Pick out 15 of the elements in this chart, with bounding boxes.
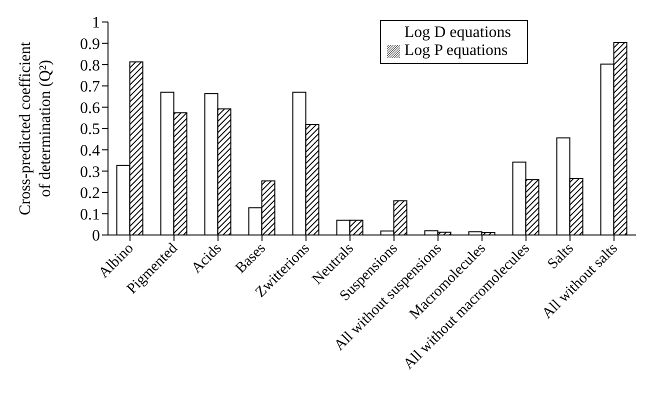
legend-label: Log P equations [404,42,508,59]
y-tick-label: 0.8 [80,57,100,74]
y-axis-title: Cross-predicted coefficient of determination (Q²) [17,41,54,216]
y-tick-label: 1 [92,14,100,32]
y-tick-label: 0.1 [80,206,100,224]
text: Log D equations [404,24,511,41]
y-tick-label: 0.5 [80,121,100,138]
x-tick-label: Salts [544,240,577,272]
y-tick-label: 0.7 [80,78,100,96]
y-tick-label: 0.6 [80,100,100,117]
y-tick-label: 0.3 [80,164,100,181]
y-tick-label: 0.4 [80,142,100,160]
y-tick-label: 0.9 [80,36,100,53]
y-tick-label: 0 [92,228,100,245]
y-tick-label: 0.2 [80,185,100,202]
